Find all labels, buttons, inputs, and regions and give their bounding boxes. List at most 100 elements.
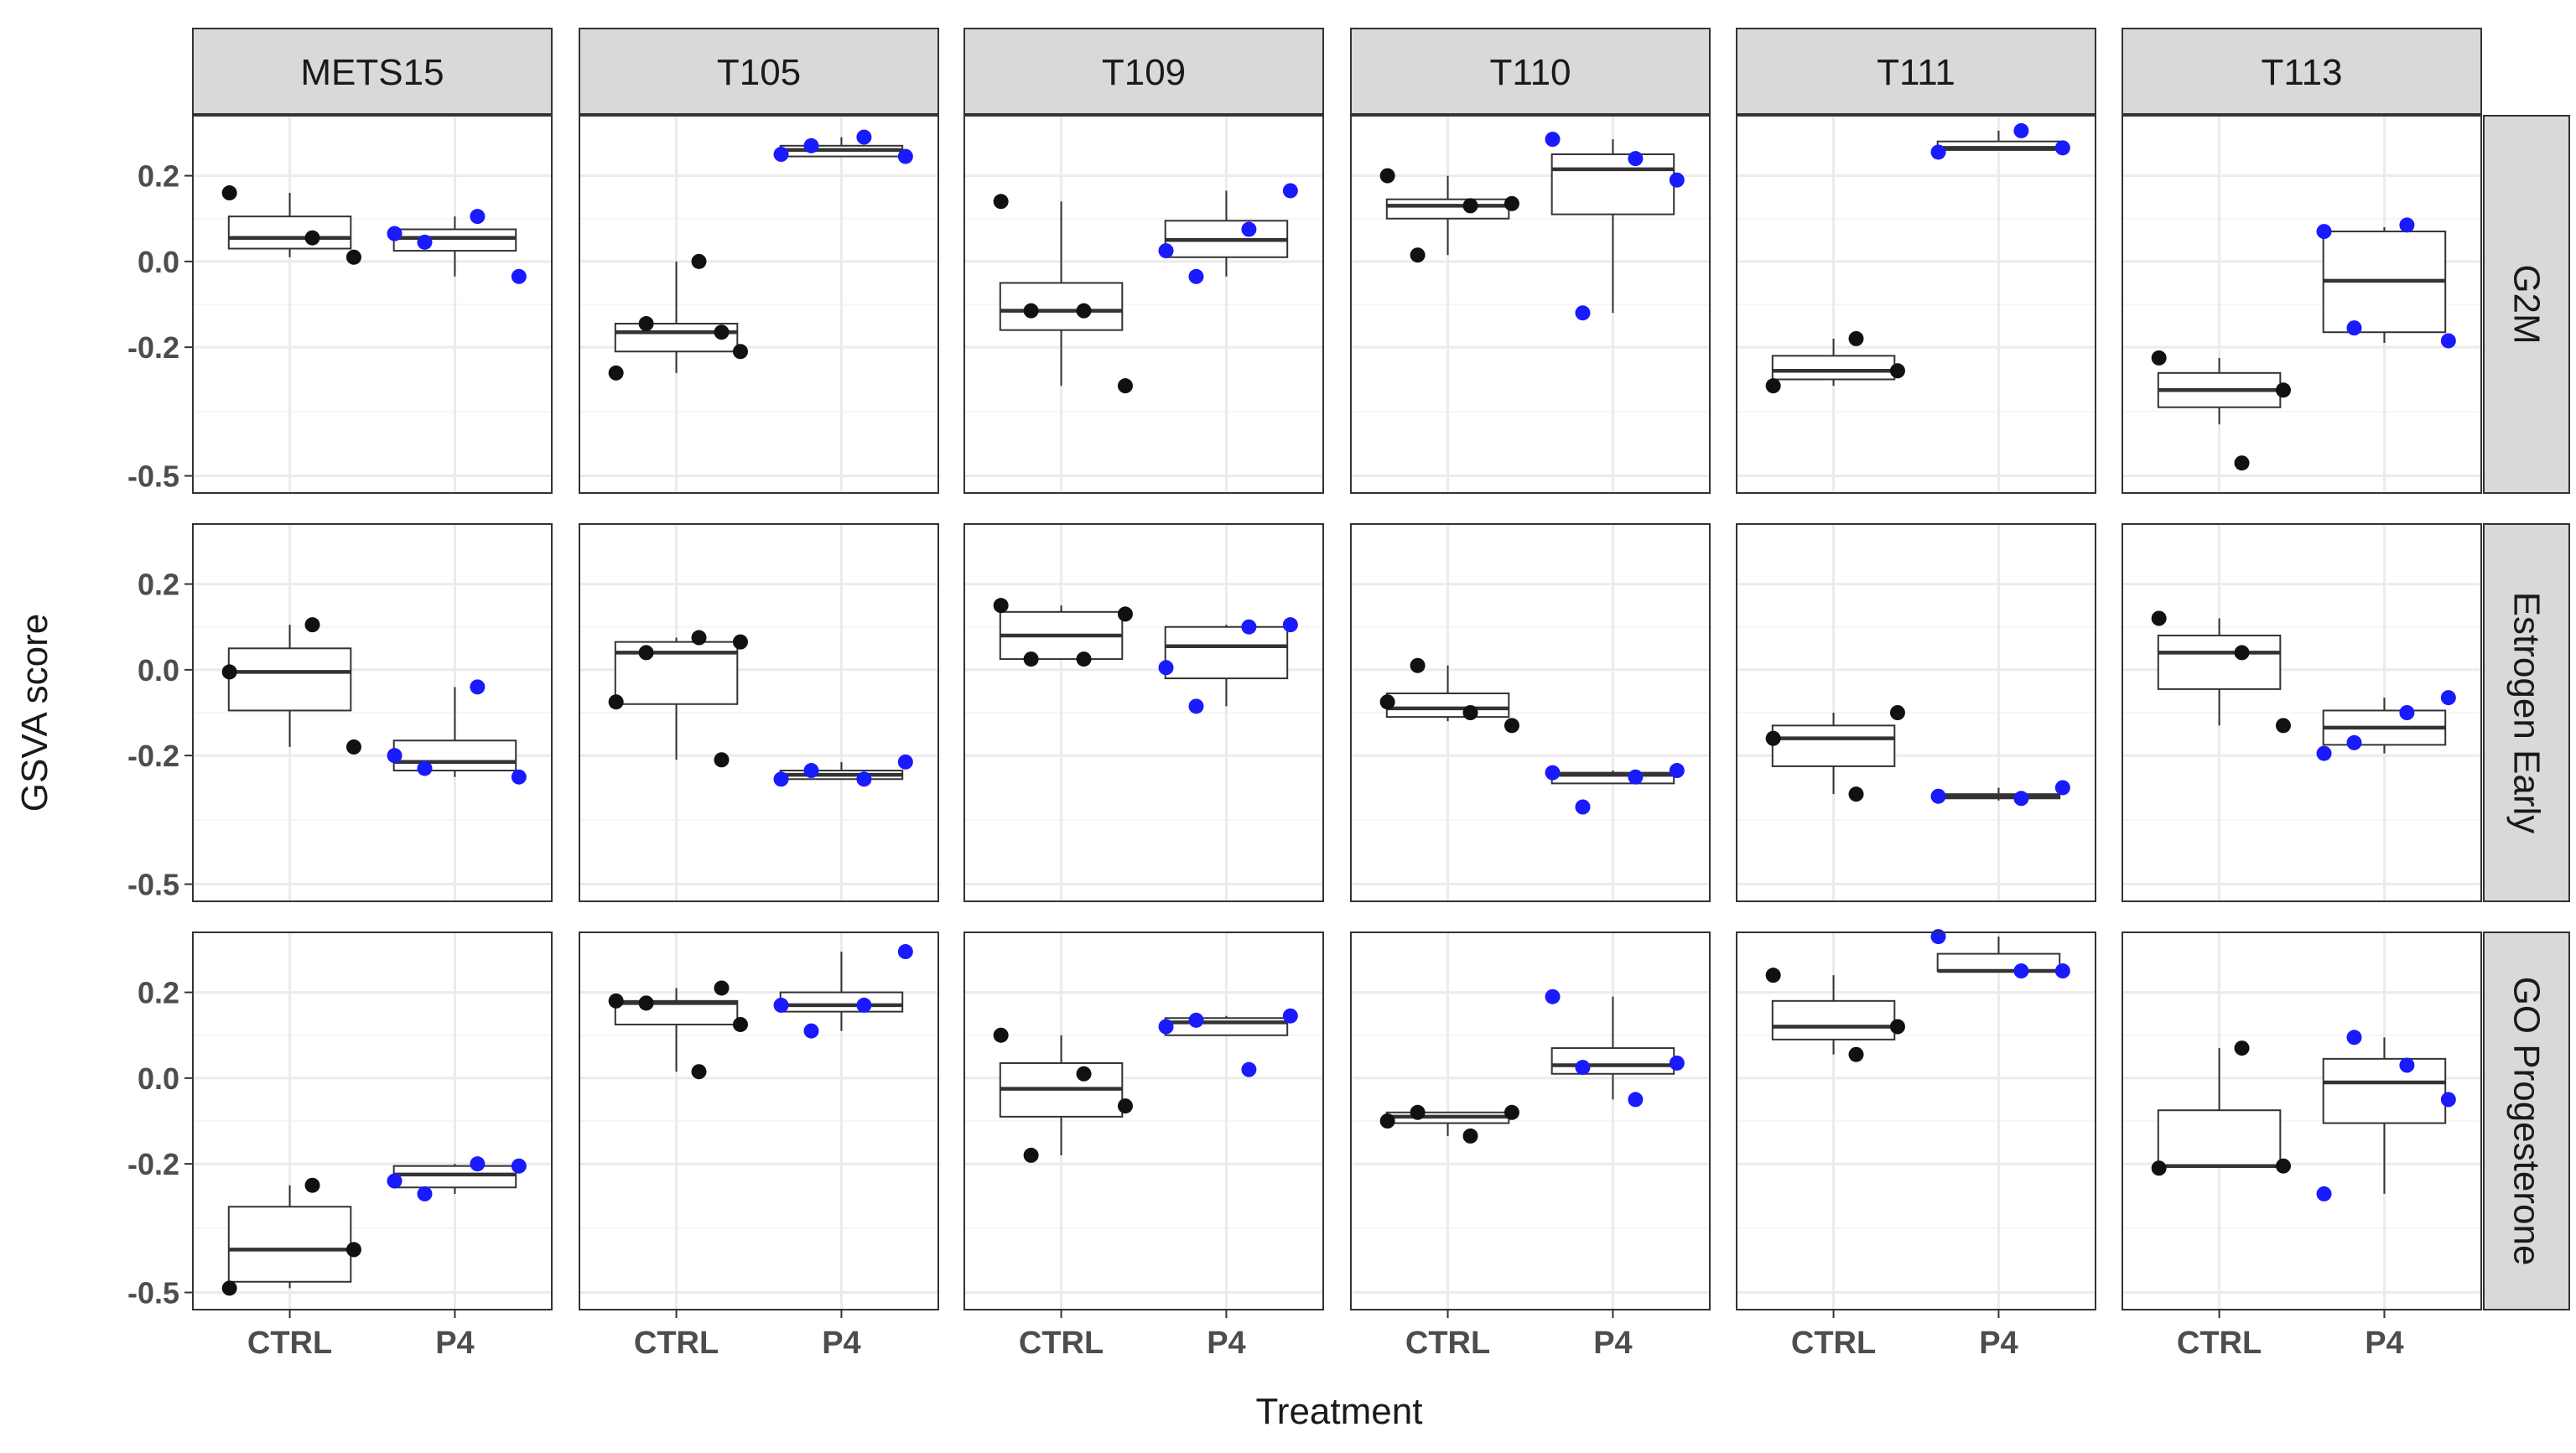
data-point-p4	[1188, 1012, 1204, 1028]
data-point-p4	[470, 209, 486, 225]
panel-T110-0	[1350, 115, 1711, 494]
box-iqr	[392, 1165, 517, 1189]
data-point-p4	[1282, 1008, 1298, 1024]
facet-strip-label: T113	[2261, 52, 2342, 93]
row-strip-1	[2483, 523, 2570, 902]
data-point-p4	[417, 234, 433, 250]
box-iqr	[392, 739, 517, 772]
x-tick-label: P4	[1207, 1326, 1245, 1361]
data-point-p4	[2399, 217, 2415, 233]
panel-border	[2122, 115, 2482, 494]
data-point-ctrl	[304, 1177, 320, 1193]
facet-strip-label: T111	[1877, 52, 1955, 93]
data-point-ctrl	[638, 645, 654, 661]
box-iqr	[1550, 1047, 1675, 1075]
facet-strip-T113	[2122, 28, 2482, 115]
data-point-p4	[2316, 1186, 2332, 1201]
data-point-ctrl	[1889, 1019, 1905, 1035]
panel-border	[1350, 931, 1711, 1310]
y-tick-label: -0.2	[127, 330, 179, 365]
data-point-p4	[1241, 619, 1257, 635]
data-point-p4	[511, 769, 527, 785]
panel-border	[579, 931, 939, 1310]
box-iqr	[999, 282, 1124, 331]
data-point-ctrl	[345, 1242, 361, 1258]
data-point-ctrl	[1023, 651, 1039, 667]
data-point-p4	[897, 754, 913, 770]
x-tick-label: P4	[1593, 1326, 1632, 1361]
data-point-p4	[470, 1156, 486, 1172]
panel-border	[1736, 115, 2096, 494]
data-point-ctrl	[732, 1016, 748, 1032]
data-point-ctrl	[691, 1064, 707, 1080]
data-point-p4	[1188, 268, 1204, 284]
panel-border	[192, 931, 553, 1310]
data-point-p4	[2054, 140, 2070, 156]
data-point-p4	[387, 1173, 402, 1189]
data-point-ctrl	[1848, 786, 1864, 802]
data-point-ctrl	[2234, 1040, 2250, 1056]
panel-border	[192, 115, 553, 494]
box-iqr	[1771, 355, 1896, 381]
y-tick-label: -0.2	[127, 1147, 179, 1181]
box-iqr	[1385, 198, 1510, 220]
data-point-p4	[2054, 780, 2070, 796]
data-point-p4	[1545, 989, 1561, 1004]
data-point-ctrl	[638, 995, 654, 1011]
data-point-ctrl	[1410, 657, 1426, 673]
data-point-p4	[2440, 333, 2456, 349]
row-strip-label: GO Progesterone	[2506, 977, 2547, 1266]
data-point-ctrl	[691, 630, 707, 646]
data-point-p4	[2440, 690, 2456, 706]
y-tick-label: 0.0	[138, 653, 179, 688]
data-point-ctrl	[1023, 1147, 1039, 1163]
data-point-ctrl	[1410, 1104, 1426, 1120]
data-point-ctrl	[1765, 968, 1781, 983]
x-tick-label: P4	[2365, 1326, 2403, 1361]
data-point-p4	[2013, 122, 2029, 138]
data-point-p4	[1575, 305, 1591, 321]
data-point-ctrl	[221, 664, 237, 680]
data-point-p4	[856, 997, 872, 1013]
data-point-p4	[856, 129, 872, 145]
data-point-p4	[1158, 660, 1174, 676]
data-point-ctrl	[993, 194, 1009, 210]
data-point-ctrl	[1848, 1046, 1864, 1062]
data-point-ctrl	[304, 230, 320, 246]
data-point-ctrl	[993, 1027, 1009, 1043]
data-point-p4	[773, 147, 789, 163]
data-point-ctrl	[714, 980, 730, 996]
data-point-ctrl	[2275, 382, 2291, 398]
data-point-p4	[1282, 617, 1298, 633]
data-point-p4	[387, 748, 402, 764]
panel-T110-1	[1350, 523, 1711, 902]
data-point-p4	[2399, 705, 2415, 720]
box-iqr	[1771, 999, 1896, 1040]
row-strip-label: G2M	[2506, 264, 2547, 344]
x-tick-label: CTRL	[247, 1326, 332, 1361]
data-point-p4	[417, 1186, 433, 1201]
facet-strip-T110	[1350, 28, 1711, 115]
data-point-ctrl	[345, 739, 361, 755]
data-point-p4	[511, 268, 527, 284]
x-tick-label: P4	[435, 1326, 474, 1361]
data-point-p4	[2013, 963, 2029, 979]
panel-T109-2	[963, 931, 1324, 1310]
panel-border	[579, 115, 939, 494]
data-point-p4	[1241, 1061, 1257, 1077]
data-point-p4	[1930, 144, 1946, 160]
data-point-p4	[2316, 224, 2332, 240]
data-point-p4	[803, 138, 819, 153]
y-tick-label: 0.2	[138, 159, 179, 194]
data-point-ctrl	[2275, 1158, 2291, 1174]
row-strip-0	[2483, 115, 2570, 494]
data-point-ctrl	[1410, 247, 1426, 263]
panel-T105-2	[579, 931, 939, 1310]
y-tick-label: 0.0	[138, 1061, 179, 1096]
data-point-p4	[1158, 1019, 1174, 1035]
panel-border	[192, 523, 553, 902]
data-point-ctrl	[1076, 303, 1092, 319]
panel-T111-1	[1736, 523, 2096, 902]
data-point-p4	[1930, 929, 1946, 945]
